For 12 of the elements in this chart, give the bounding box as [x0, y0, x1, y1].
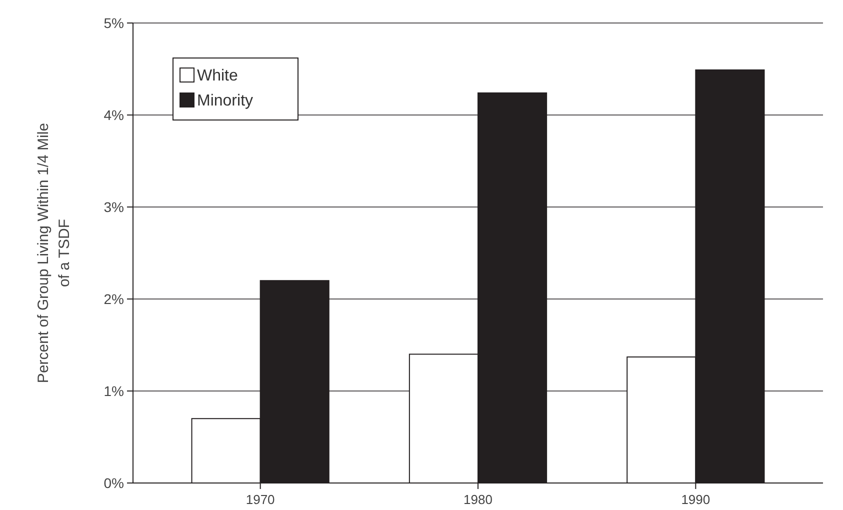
y-tick-label: 4% [104, 106, 124, 123]
y-axis-title: Percent of Group Living Within 1/4 Mile of a TSDF [35, 122, 73, 384]
y-tick-label: 0% [104, 474, 124, 491]
legend-label: Minority [197, 92, 254, 110]
legend-label: White [197, 68, 238, 85]
x-tick-label: 1980 [464, 492, 492, 507]
x-tick-label: 1990 [681, 492, 710, 507]
y-tick-label: 1% [104, 382, 124, 399]
y-tick-label: 5% [104, 14, 124, 31]
y-tick-label: 3% [104, 198, 124, 215]
x-tick-label: 1970 [246, 492, 275, 507]
y-tick-label: 2% [104, 290, 124, 307]
